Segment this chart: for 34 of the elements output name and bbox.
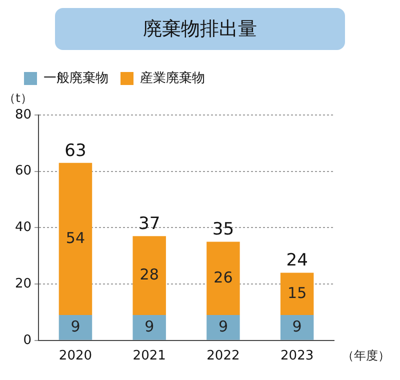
data-label: 26 xyxy=(214,268,233,286)
bar xyxy=(58,162,92,316)
bar xyxy=(206,242,240,316)
data-label: 28 xyxy=(140,265,159,284)
y-tick-label: 0 xyxy=(23,332,32,348)
x-tick-label: 2022 xyxy=(206,348,240,364)
y-tick-label: 80 xyxy=(14,107,32,122)
data-label: 15 xyxy=(288,284,307,302)
x-tick-label: 2021 xyxy=(132,348,166,364)
y-tick-label: 20 xyxy=(14,276,32,292)
x-axis-title: （年度） xyxy=(342,348,390,363)
chart-title: 廃棄物排出量 xyxy=(55,8,345,50)
bar xyxy=(206,315,240,340)
total-label: 63 xyxy=(64,140,86,161)
y-axis-title: （t） xyxy=(4,91,32,106)
data-label: 9 xyxy=(292,317,302,336)
data-label: 9 xyxy=(144,317,154,336)
bar xyxy=(280,272,314,316)
bar xyxy=(58,315,92,340)
legend-label: 一般廃棄物 xyxy=(44,70,108,86)
y-tick-label: 40 xyxy=(14,220,32,236)
data-label: 9 xyxy=(70,317,80,336)
bar xyxy=(132,315,166,340)
bar xyxy=(280,315,314,340)
y-tick-label: 60 xyxy=(14,164,32,179)
x-tick-label: 2020 xyxy=(58,348,92,364)
bar xyxy=(132,236,166,316)
data-label: 54 xyxy=(66,228,86,247)
total-label: 37 xyxy=(138,214,160,234)
legend-label: 産業廃棄物 xyxy=(140,70,205,86)
total-label: 24 xyxy=(286,250,308,271)
data-label: 9 xyxy=(218,317,228,336)
total-label: 35 xyxy=(212,220,234,240)
x-tick-label: 2023 xyxy=(280,348,314,364)
